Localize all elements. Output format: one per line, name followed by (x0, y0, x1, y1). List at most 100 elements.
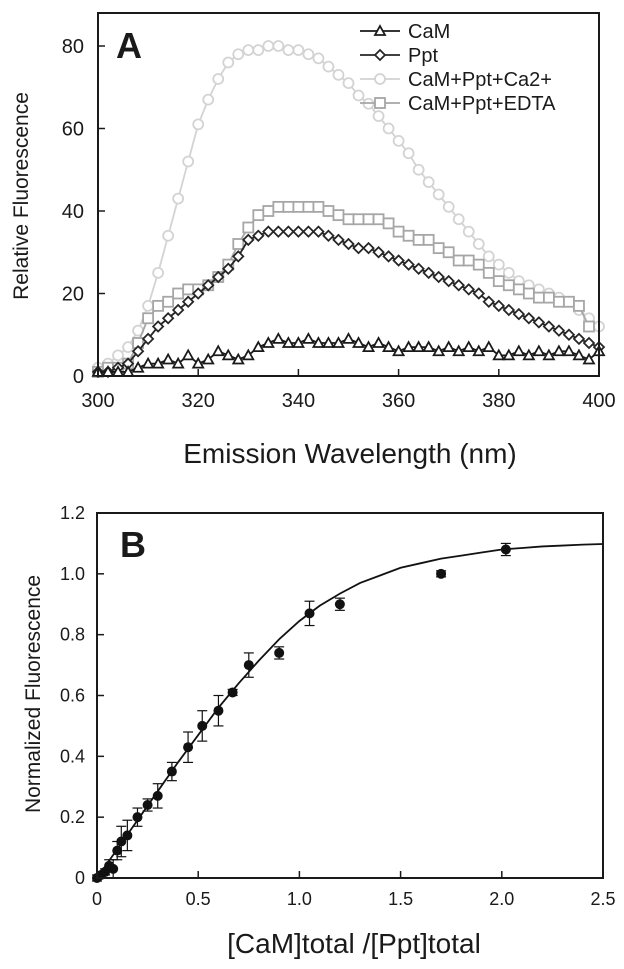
data-point-cam-ppt-ca2- (142, 299, 155, 312)
data-point-ppt (532, 316, 546, 329)
data-point-ppt (502, 303, 516, 317)
data-point-cam-ppt-edta (472, 258, 485, 271)
data-point-cam (402, 340, 416, 353)
data-point-ppt (472, 287, 486, 300)
data-point-cam-ppt-edta (482, 266, 495, 279)
legend-label-ppt: Ppt (408, 45, 438, 67)
data-point-cam (452, 344, 466, 357)
data-point-cam-ppt-ca2- (332, 68, 345, 81)
panel-b-x-axis-title: [CaM]total /[Ppt]total (227, 928, 481, 959)
data-point-cam-ppt-ca2- (422, 176, 435, 189)
panel-a-frame (97, 12, 600, 377)
data-point-ppt (221, 262, 235, 276)
legend-marker-cam-ppt-ca2- (374, 73, 386, 85)
data-point-ppt (352, 241, 365, 255)
x-tick-label: 340 (282, 390, 315, 412)
data-point-cam-ppt-ca2- (282, 44, 295, 57)
data-point-cam (532, 344, 546, 357)
data-point-cam-ppt-ca2- (392, 134, 405, 147)
panel-b: 0 0.5 1.0 1.5 2.0 2.5 0 0.2 0.4 0.6 0.8 1.0 1.2 B [C… (22, 503, 616, 959)
x-tick-label: 320 (182, 390, 215, 412)
data-point-cam (321, 336, 335, 348)
data-point-cam (502, 348, 516, 361)
legend-marker-ppt (373, 48, 387, 62)
y-tick-label: 0.2 (60, 807, 85, 827)
data-point-cam (432, 344, 446, 357)
data-point-cam-ppt-edta (142, 312, 155, 325)
data-point-cam-ppt-edta (573, 299, 585, 312)
panel-b-frame (96, 512, 604, 879)
data-point-cam-ppt-edta (522, 287, 535, 300)
data-point (227, 687, 238, 698)
data-point-cam-ppt-ca2- (322, 60, 335, 73)
data-point-cam-ppt-edta (532, 291, 545, 304)
data-point-cam (562, 344, 576, 357)
y-tick-label: 40 (62, 201, 84, 223)
data-point-cam-ppt-ca2- (352, 89, 365, 102)
data-point-cam (131, 360, 145, 373)
y-tick-label: 0 (75, 868, 85, 888)
data-point-cam-ppt-edta (232, 238, 245, 250)
data-point-cam-ppt-ca2- (152, 266, 165, 279)
data-point-ppt (452, 278, 465, 292)
data-point-ppt (582, 336, 596, 350)
data-point-cam-ppt-ca2- (112, 349, 124, 362)
data-point (500, 544, 511, 555)
data-point-cam-ppt-edta (372, 213, 385, 226)
data-point-cam (291, 336, 305, 348)
data-point-ppt (342, 237, 355, 251)
data-point (243, 660, 254, 671)
data-point-cam-ppt-edta (392, 225, 405, 238)
data-point-cam (251, 340, 265, 353)
data-point-ppt (262, 225, 275, 238)
data-point-cam-ppt-ca2- (442, 200, 455, 213)
panel-b-label: B (120, 524, 146, 565)
data-point-cam (351, 336, 366, 348)
data-point-cam (362, 340, 376, 353)
data-point-cam-ppt-ca2- (272, 40, 285, 52)
data-point-ppt (252, 229, 265, 243)
data-point-cam-ppt-ca2- (432, 188, 445, 201)
data-point-cam (372, 336, 386, 348)
data-point (334, 599, 345, 610)
data-point-cam (241, 348, 255, 361)
data-point-cam (341, 332, 356, 344)
data-point-cam (161, 352, 175, 365)
data-point-ppt (151, 320, 165, 333)
data-point-ppt (522, 311, 536, 325)
data-point-cam (141, 356, 155, 369)
data-point-cam-ppt-edta (422, 233, 435, 246)
data-point-cam-ppt-edta (402, 229, 415, 242)
legend-label-cam-ppt-ca2-: CaM+Ppt+Ca2+ (408, 69, 552, 91)
data-point-cam (442, 340, 456, 353)
data-point-ppt (282, 225, 295, 238)
data-point-cam-ppt-edta (252, 209, 265, 222)
data-point (112, 845, 123, 856)
data-point-cam (301, 332, 315, 344)
data-point-ppt (442, 274, 455, 288)
data-point (213, 705, 224, 716)
x-tick-label: 360 (382, 390, 415, 412)
data-point-cam (472, 344, 486, 357)
data-point-ppt (312, 225, 325, 238)
data-point-cam-ppt-edta (563, 295, 575, 308)
data-point-cam-ppt-ca2- (292, 44, 305, 57)
data-point (108, 863, 119, 874)
data-point-cam-ppt-ca2- (262, 40, 275, 52)
x-tick-label: 0.5 (186, 889, 211, 909)
data-point (122, 830, 133, 841)
data-point-cam-ppt-edta (332, 209, 345, 222)
data-point-cam-ppt-ca2- (182, 155, 195, 168)
data-point-cam-ppt-edta (452, 254, 465, 267)
data-point (116, 836, 127, 847)
data-point-ppt (302, 225, 315, 238)
data-point-cam-ppt-edta (543, 291, 555, 304)
data-point-cam-ppt-edta (322, 205, 335, 217)
data-point-cam-ppt-edta (272, 200, 285, 213)
x-tick-label: 400 (582, 390, 615, 412)
data-point-cam (462, 340, 476, 353)
data-point-cam (572, 348, 586, 361)
panel-b-y-axis-title: Normalized Fluorescence (22, 575, 45, 813)
data-point-ppt (412, 262, 425, 276)
